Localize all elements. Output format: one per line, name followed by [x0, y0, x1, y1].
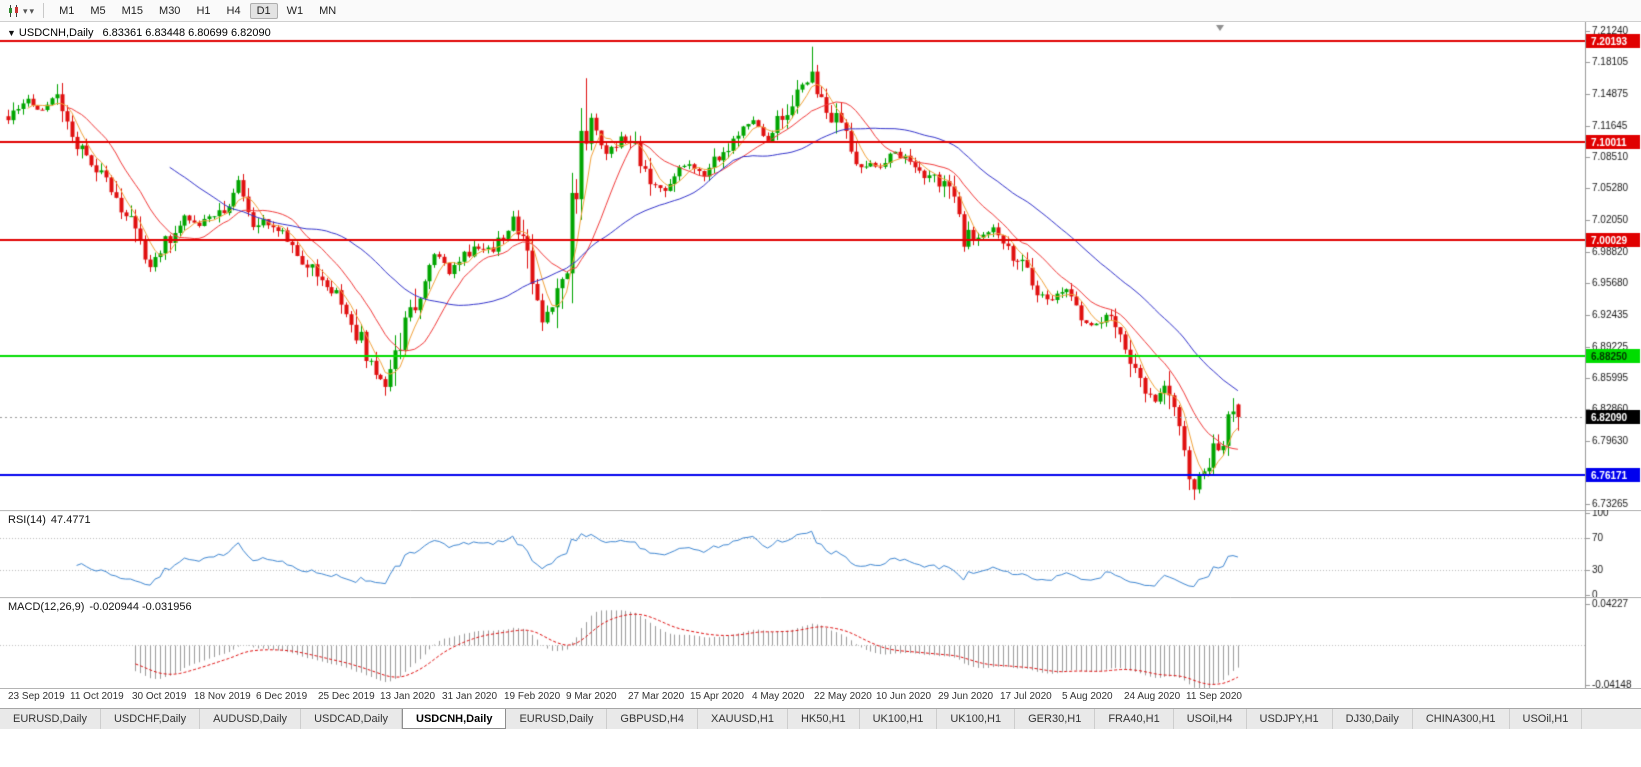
- date-label: 11 Oct 2019: [70, 691, 124, 702]
- chart-tab-eurusd-daily[interactable]: EURUSD,Daily: [0, 709, 101, 729]
- chart-tab-xauusd-h1[interactable]: XAUUSD,H1: [697, 709, 788, 729]
- toolbar-separator: [43, 3, 45, 18]
- chart-tabbar: EURUSD,Daily USDCHF,Daily AUDUSD,Daily USDC…: [0, 708, 1641, 729]
- timeframe-button-d1[interactable]: D1: [249, 2, 278, 19]
- chart-tab-eurusd-daily[interactable]: EURUSD,Daily: [506, 709, 608, 729]
- macd-values: -0.020944 -0.031956: [89, 601, 192, 613]
- one-click-trading-arrow-icon[interactable]: ▼: [7, 28, 16, 38]
- macd-indicator-canvas[interactable]: [0, 597, 1641, 688]
- date-label: 18 Nov 2019: [194, 691, 251, 702]
- date-axis: 23 Sep 2019 11 Oct 2019 30 Oct 2019 18 Nov …: [0, 688, 1641, 705]
- date-label: 23 Sep 2019: [8, 691, 65, 702]
- date-label: 31 Jan 2020: [442, 691, 498, 702]
- rsi-label: RSI(14): [8, 514, 46, 526]
- timeframe-button-w1[interactable]: W1: [286, 4, 304, 17]
- date-label: 27 Mar 2020: [628, 691, 685, 702]
- date-label: 4 May 2020: [752, 691, 805, 702]
- main-price-chart-canvas[interactable]: [0, 22, 1641, 510]
- date-label: 11 Sep 2020: [1186, 691, 1242, 702]
- timeframe-group: M1 M5 M15 M30 H1 H4 D1 W1 MN: [51, 2, 344, 19]
- chart-tab-usdchf-daily[interactable]: USDCHF,Daily: [100, 709, 201, 729]
- rsi-value: 47.4771: [50, 514, 91, 526]
- timeframe-button-m30[interactable]: M30: [159, 4, 181, 17]
- chart-tab-ger30-h1[interactable]: GER30,H1: [1015, 709, 1096, 729]
- date-label: 10 Jun 2020: [876, 691, 932, 702]
- zoom-dropdown-icon[interactable]: ▾: [29, 5, 35, 16]
- timeframe-button-m1[interactable]: M1: [59, 4, 75, 17]
- timeframe-button-h4[interactable]: H4: [226, 4, 241, 17]
- chart-tab-uk100-h1[interactable]: UK100,H1: [859, 709, 938, 729]
- date-label: 24 Aug 2020: [1124, 691, 1181, 702]
- timeframe-button-mn[interactable]: MN: [319, 4, 337, 17]
- chart-tab-uk100-h1[interactable]: UK100,H1: [937, 709, 1016, 729]
- timeframe-button-h1[interactable]: H1: [196, 4, 211, 17]
- date-label: 17 Jul 2020: [1000, 691, 1052, 702]
- date-label: 25 Dec 2019: [318, 691, 375, 702]
- chart-tab-audusd-daily[interactable]: AUDUSD,Daily: [200, 709, 302, 729]
- rsi-indicator-canvas[interactable]: [0, 510, 1641, 597]
- date-label: 15 Apr 2020: [690, 691, 744, 702]
- chart-tab-usoil-h4[interactable]: USOil,H4: [1173, 709, 1247, 729]
- date-label: 9 Mar 2020: [566, 691, 617, 702]
- chart-tab-usdcnh-daily[interactable]: USDCNH,Daily: [402, 709, 507, 729]
- chart-title: ▼ USDCNH,Daily 6.83361 6.83448 6.80699 6.8…: [7, 27, 271, 39]
- chart-tab-dj30-daily[interactable]: DJ30,Daily: [1332, 709, 1413, 729]
- chart-tab-usoil-h1[interactable]: USOil,H1: [1509, 709, 1583, 729]
- date-label: 19 Feb 2020: [504, 691, 561, 702]
- chart-tab-usdjpy-h1[interactable]: USDJPY,H1: [1246, 709, 1333, 729]
- toolbar: ▾ ▾ M1 M5 M15 M30 H1 H4 D1 W1 MN: [0, 0, 1641, 22]
- date-label: 30 Oct 2019: [132, 691, 187, 702]
- rsi-title: RSI(14) 47.4771: [8, 514, 91, 526]
- chart-type-dropdown-icon[interactable]: ▾: [23, 5, 28, 16]
- date-label: 22 May 2020: [814, 691, 872, 702]
- chart-tab-usdcad-daily[interactable]: USDCAD,Daily: [301, 709, 403, 729]
- date-label: 29 Jun 2020: [938, 691, 994, 702]
- date-label: 5 Aug 2020: [1062, 691, 1113, 702]
- chart-tab-china300-h1[interactable]: CHINA300,H1: [1412, 709, 1510, 729]
- chart-type-icon[interactable]: [5, 2, 23, 20]
- chart-tab-hk50-h1[interactable]: HK50,H1: [787, 709, 860, 729]
- symbol-title: USDCNH,Daily: [18, 27, 94, 39]
- timeframe-button-m5[interactable]: M5: [90, 4, 106, 17]
- ohlc-values: 6.83361 6.83448 6.80699 6.82090: [102, 27, 271, 39]
- timeframe-button-m15[interactable]: M15: [121, 4, 144, 17]
- chart-tab-fra40-h1[interactable]: FRA40,H1: [1095, 709, 1174, 729]
- chart-tab-gbpusd-h4[interactable]: GBPUSD,H4: [607, 709, 698, 729]
- macd-label: MACD(12,26,9): [8, 601, 85, 613]
- macd-title: MACD(12,26,9) -0.020944 -0.031956: [8, 601, 192, 613]
- date-label: 6 Dec 2019: [256, 691, 308, 702]
- date-label: 13 Jan 2020: [380, 691, 436, 702]
